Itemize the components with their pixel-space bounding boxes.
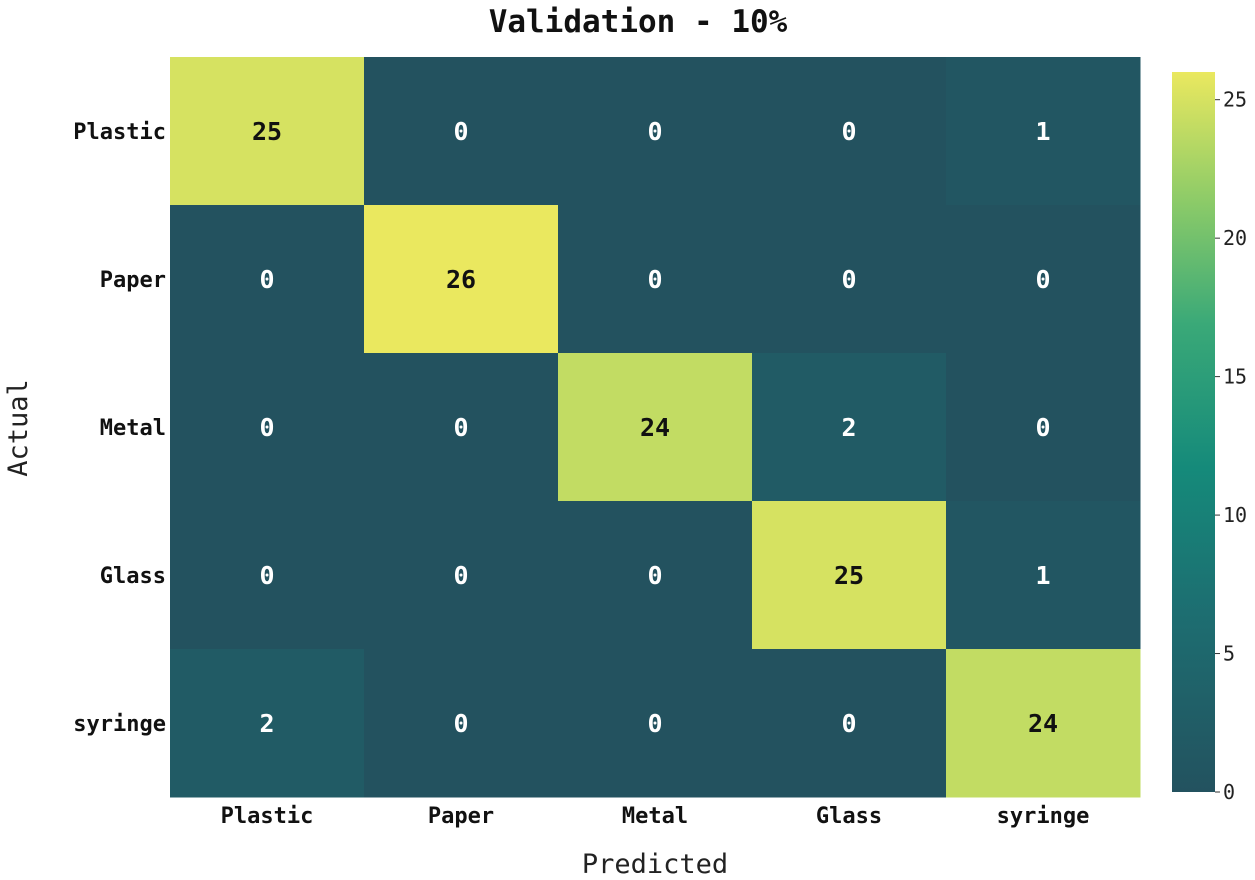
colorbar-tick-label: 20 [1223, 226, 1247, 250]
cell-value-label: 0 [1035, 413, 1050, 442]
heatmap-cell [752, 57, 947, 206]
colorbar [1172, 72, 1215, 792]
cell-value-label: 0 [1035, 265, 1050, 294]
x-tick-label: Metal [622, 804, 688, 829]
x-axis-title: Predicted [582, 849, 728, 880]
y-tick-labels: Plastic Paper Metal Glass syringe [73, 120, 166, 737]
heatmap-cell [946, 205, 1141, 354]
heatmap-cell [752, 205, 947, 354]
cell-value-label: 0 [841, 117, 856, 146]
cell-value-label: 0 [259, 413, 274, 442]
heatmap-cell [170, 205, 365, 354]
cell-value-label: 25 [834, 561, 864, 590]
cell-value-label: 25 [252, 117, 282, 146]
x-tick-label: Paper [428, 804, 494, 829]
heatmap-cell [364, 353, 559, 502]
colorbar-tick-label: 5 [1223, 642, 1235, 666]
heatmap-cell [946, 353, 1141, 502]
cell-value-label: 0 [453, 413, 468, 442]
heatmap-cell [364, 57, 559, 206]
cell-value-label: 0 [259, 561, 274, 590]
colorbar-ticks: 0 5 10 15 20 25 [1215, 88, 1247, 804]
y-tick-label: Glass [100, 564, 166, 589]
heatmap-cell [364, 649, 559, 798]
heatmap-cell [364, 501, 559, 650]
heatmap-cell [170, 649, 365, 798]
cell-value-label: 0 [647, 561, 662, 590]
heatmap-cell [752, 649, 947, 798]
heatmap-cell [946, 57, 1141, 206]
heatmap-cell [364, 205, 559, 354]
cell-value-label: 0 [453, 117, 468, 146]
x-tick-label: Glass [816, 804, 882, 829]
cell-value-label: 1 [1035, 561, 1050, 590]
cell-value-label: 24 [640, 413, 670, 442]
y-tick-label: syringe [73, 712, 166, 737]
chart-title: Validation - 10% [489, 4, 788, 40]
heatmap-cell [558, 501, 753, 650]
colorbar-tick-label: 0 [1223, 780, 1235, 804]
cell-value-label: 0 [259, 265, 274, 294]
heatmap-cell [752, 353, 947, 502]
x-tick-labels: Plastic Paper Metal Glass syringe [221, 804, 1090, 829]
cell-value-label: 0 [453, 709, 468, 738]
heatmap-cell [946, 501, 1141, 650]
y-tick-label: Plastic [73, 120, 166, 145]
cell-value-label: 0 [647, 117, 662, 146]
cell-value-label: 26 [446, 265, 476, 294]
colorbar-tick-label: 10 [1223, 503, 1247, 527]
cell-value-label: 0 [453, 561, 468, 590]
y-axis-title: Actual [3, 379, 34, 477]
cell-value-label: 24 [1028, 709, 1058, 738]
x-tick-label: syringe [997, 804, 1090, 829]
cell-value-label: 0 [841, 709, 856, 738]
cell-value-label: 0 [647, 265, 662, 294]
cell-value-label: 0 [841, 265, 856, 294]
cell-value-label: 1 [1035, 117, 1050, 146]
heatmap-cell [946, 649, 1141, 798]
heatmap-cell [170, 353, 365, 502]
heatmap-cell [558, 205, 753, 354]
heatmap-cell [558, 649, 753, 798]
heatmap-cell [170, 57, 365, 206]
cell-value-label: 2 [841, 413, 856, 442]
cell-value-label: 2 [259, 709, 274, 738]
colorbar-tick-label: 15 [1223, 365, 1247, 389]
heatmap-cell [558, 57, 753, 206]
y-tick-label: Paper [100, 268, 166, 293]
heatmap-cell [170, 501, 365, 650]
x-tick-label: Plastic [221, 804, 314, 829]
heatmap-cell [558, 353, 753, 502]
cell-value-label: 0 [647, 709, 662, 738]
heatmap-cell [752, 501, 947, 650]
y-tick-label: Metal [100, 416, 166, 441]
heatmap-cells: 25 0 0 0 1 0 26 0 0 0 0 0 24 2 0 0 0 0 25 1 2 0 0 0 24 [170, 57, 1141, 798]
colorbar-tick-label: 25 [1223, 88, 1247, 112]
